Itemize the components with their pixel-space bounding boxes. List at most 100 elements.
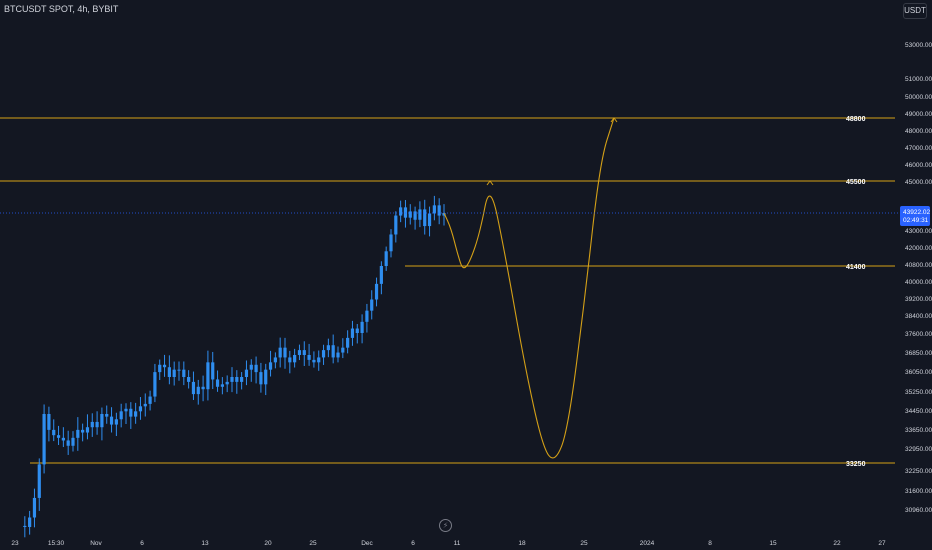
price-tick-label: 35250.00 [905,389,932,396]
candle-body [105,413,109,417]
candle-body [52,429,56,436]
candle-body [215,379,220,387]
time-tick-label: 20 [264,540,272,547]
candle-body [374,283,379,300]
price-tick-label: 49000.00 [905,111,932,118]
candle-body [47,413,51,430]
candle-body [437,205,441,216]
candle-body [95,421,99,428]
time-tick-label: 23 [11,540,19,547]
candle-body [167,367,171,377]
candle-body [317,357,321,363]
candle-body [423,209,427,227]
candle-body [283,347,287,358]
price-tick-label: 38400.00 [905,313,932,320]
time-tick-label: 25 [309,540,317,547]
price-tick-label: 32950.00 [905,446,932,453]
chart-title: BTCUSDT SPOT, 4h, BYBIT [4,4,119,14]
candle-body [100,413,104,428]
projection-arrow-head [486,180,494,186]
candle-body [56,435,61,438]
projection-curve [443,117,615,459]
candle-body [254,364,258,373]
level-label: 33250 [846,461,866,468]
price-tick-label: 36850.00 [905,350,932,357]
candle-body [399,207,403,216]
time-tick-label: 6 [140,540,144,547]
candle-body [394,215,398,235]
bolt-icon[interactable]: ⚡ [439,519,452,532]
price-tick-label: 36050.00 [905,369,932,376]
candle-body [211,362,215,380]
time-tick-label: Dec [361,540,373,547]
candle-body [379,266,383,284]
price-tick-label: 31600.00 [905,488,932,495]
time-tick-label: Nov [90,540,102,547]
candle-body [240,377,244,382]
time-tick-label: 22 [833,540,841,547]
candle-body [389,234,393,252]
candle-body [331,345,335,358]
candle-body [90,421,94,428]
currency-selector[interactable]: USDT [903,3,927,19]
candle-body [278,347,282,358]
candle-body [114,419,118,425]
last-price-countdown: 02:49:31 [903,217,929,224]
candle-body [61,437,65,441]
candle-body [427,213,432,227]
price-tick-label: 43000.00 [905,228,932,235]
price-tick-label: 50000.00 [905,94,932,101]
candle-body [143,403,147,407]
candle-body [162,364,167,368]
candle-body [384,251,388,266]
candle-body [312,359,316,363]
candle-body [37,464,41,498]
candle-body [148,396,152,404]
candle-body [336,352,340,358]
projection-path [443,117,618,459]
candle-body [191,381,196,395]
price-tick-label: 33650.00 [905,427,932,434]
candle-body [293,355,297,363]
price-axis[interactable]: 53000.00 51000.00 50000.00 49000.00 48000.00… [905,42,932,514]
candle-body [302,350,306,355]
time-tick-label: 15:30 [48,540,65,547]
candle-body [177,369,181,371]
candle-body [307,355,311,360]
price-tick-label: 47000.00 [905,145,932,152]
candle-body [66,440,70,446]
price-tick-label: 51000.00 [905,76,932,83]
candle-body [418,209,422,220]
candle-body [408,211,412,218]
price-tick-label: 30960.00 [905,507,932,514]
candle-body [321,350,326,358]
price-tick-label: 45000.00 [905,179,932,186]
candle-body [432,205,436,214]
candle-body [346,337,350,348]
candle-body [196,386,200,395]
candle-body [220,384,224,387]
level-label: 48800 [846,116,866,123]
candle-body [138,406,143,412]
time-tick-label: 8 [708,540,712,547]
candle-body [360,321,364,333]
candle-body [350,328,355,338]
candle-body [365,310,369,322]
candle-body [134,411,138,417]
price-tick-label: 48000.00 [905,128,932,135]
candle-body [119,411,123,420]
candle-body [268,362,273,370]
candle-body [355,328,359,333]
candle-body [129,408,133,417]
price-tick-label: 39200.00 [905,296,932,303]
last-price-tag [900,206,930,226]
level-label: 41400 [846,264,866,271]
price-tick-label: 40000.00 [905,279,932,286]
time-tick-label: 6 [411,540,415,547]
candle-body [235,377,239,382]
candle-body [297,350,302,355]
time-axis[interactable]: 23 15:30 Nov 6 13 20 25 Dec 6 11 18 25 2024 8 15 22 27 [11,540,886,547]
time-tick-label: 13 [201,540,209,547]
